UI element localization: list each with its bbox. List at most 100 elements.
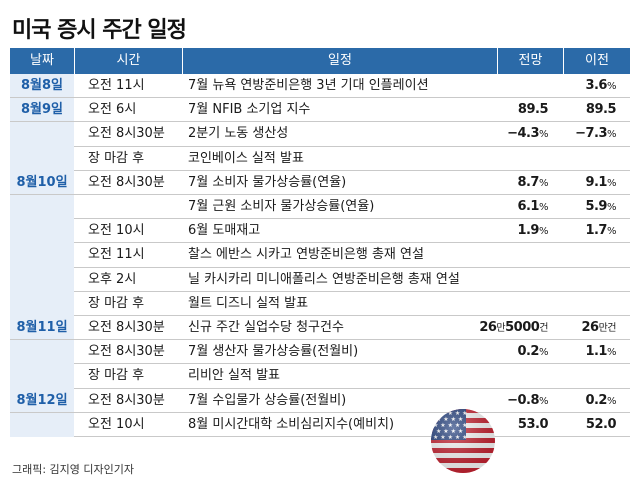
row-previous-value: 1.1: [585, 344, 607, 360]
row-event: 8월 미시간대학 소비심리지수(예비치): [188, 416, 395, 432]
row-previous-value: 1.7: [585, 223, 607, 239]
header-previous: 이전: [585, 53, 609, 68]
row-previous: 26만건: [582, 317, 617, 339]
row-forecast-unit: %: [538, 347, 549, 359]
row-previous-unit: %: [606, 226, 617, 238]
row-event: 7월 뉴욕 연방준비은행 3년 기대 인플레이션: [188, 78, 429, 93]
row-previous: 9.1%: [585, 172, 616, 194]
row-previous: 3.6%: [585, 75, 616, 97]
row-divider: [74, 145, 630, 147]
row-event: 7월 NFIB 소기업 지수: [188, 102, 311, 118]
row-time: 오전 10시: [88, 416, 145, 432]
row-forecast-unit: %: [538, 395, 549, 407]
row-previous-value: 9.1: [585, 174, 607, 190]
page-title: 미국 증시 주간 일정: [12, 18, 187, 43]
row-divider: [74, 436, 630, 437]
row-forecast: 0.2%: [517, 341, 548, 363]
row-forecast: 8.7%: [517, 172, 548, 194]
row-divider: [10, 97, 630, 99]
row-previous-unit: %: [606, 347, 617, 359]
row-event: 월트 디즈니 실적 발표: [188, 295, 309, 311]
date-column-background: [10, 74, 74, 437]
table-header: 날짜 시간 일정 전망 이전: [10, 48, 630, 74]
row-previous-unit: %: [606, 129, 617, 141]
row-event: 6월 도매재고: [188, 223, 261, 239]
row-previous-unit: %: [606, 81, 617, 92]
row-forecast-value: 89.5: [517, 102, 549, 118]
row-divider: [10, 411, 630, 413]
row-event: 7월 근원 소비자 물가상승률(연율): [188, 199, 375, 214]
row-divider: [74, 387, 630, 389]
row-time: 오전 8시30분: [88, 174, 165, 190]
row-event: 찰스 에반스 시카고 연방준비은행 총재 연설: [188, 247, 424, 263]
row-time: 오전 10시: [88, 223, 145, 239]
row-event: 리비안 실적 발표: [188, 368, 280, 384]
row-forecast-unit: %: [538, 202, 549, 213]
row-forecast: 53.0: [517, 414, 549, 436]
header-time: 시간: [116, 53, 141, 68]
header-event: 일정: [328, 53, 352, 68]
row-time: 오전 8시30분: [88, 126, 165, 142]
row-divider: [74, 363, 630, 365]
row-date: 8월9일: [20, 102, 63, 118]
row-divider: [10, 194, 630, 195]
row-event: 2분기 노동 생산성: [188, 126, 289, 142]
row-forecast-mid: 만: [496, 323, 506, 334]
row-time: 오전 11시: [88, 78, 145, 93]
row-forecast-unit: %: [538, 177, 549, 189]
credit-text: 그래픽: 김지영 디자인기자: [12, 463, 135, 476]
row-divider: [74, 290, 630, 292]
row-time: 오전 11시: [88, 247, 145, 263]
row-event: 닐 카시카리 미니애폴리스 연방준비은행 총재 연설: [188, 271, 460, 287]
row-forecast-unit: %: [538, 129, 549, 141]
row-previous-unit: %: [606, 395, 617, 407]
row-forecast-value: 26: [479, 320, 497, 335]
row-divider: [10, 121, 630, 123]
row-previous: 0.2%: [585, 390, 616, 412]
row-forecast: −4.3%: [507, 123, 548, 145]
row-previous: 89.5: [585, 99, 617, 121]
row-previous: 52.0: [585, 414, 617, 436]
row-divider: [74, 315, 630, 316]
row-previous: −7.3%: [575, 123, 616, 145]
row-time: 장 마감 후: [88, 150, 145, 166]
header-forecast: 전망: [518, 53, 543, 68]
row-forecast: −0.8%: [507, 390, 548, 412]
row-previous-value: 26: [581, 320, 600, 335]
row-forecast: 89.5: [517, 99, 549, 121]
row-previous: 5.9%: [585, 196, 616, 218]
row-previous: 1.7%: [585, 220, 616, 242]
row-forecast-value: −0.8: [507, 392, 539, 408]
row-date: 8월10일: [16, 174, 68, 190]
row-forecast-num2: 5000: [505, 320, 540, 335]
row-divider: [74, 218, 630, 220]
row-forecast-unit: 건: [539, 323, 548, 334]
row-forecast-unit: %: [538, 226, 549, 238]
row-previous-value: 52.0: [585, 416, 617, 432]
row-forecast-value: 0.2: [517, 344, 539, 360]
us-flag-globe-icon: ★ ★ ★ ★ ★ ★ ★ ★ ★ ★ ★ ★ ★ ★ ★ ★ ★ ★ ★ ★ …: [431, 409, 495, 473]
row-previous-unit: 만건: [598, 323, 617, 334]
row-date: 8월8일: [20, 78, 63, 93]
row-previous: 1.1%: [585, 341, 616, 363]
row-event: 코인베이스 실적 발표: [188, 150, 304, 166]
row-forecast-value: 6.1: [517, 199, 539, 214]
row-previous-value: −7.3: [575, 126, 607, 142]
row-previous-value: 89.5: [585, 102, 617, 118]
row-time: 장 마감 후: [88, 295, 145, 311]
row-event: 7월 수입물가 상승률(전월비): [188, 392, 347, 408]
row-forecast-value: 53.0: [517, 416, 549, 432]
row-previous-value: 5.9: [585, 199, 607, 214]
row-previous-value: 0.2: [585, 392, 607, 408]
row-event: 7월 생산자 물가상승률(전월비): [188, 344, 359, 360]
row-previous-value: 3.6: [585, 78, 607, 93]
row-divider: [74, 169, 630, 171]
row-event: 7월 소비자 물가상승률(연율): [188, 174, 347, 190]
row-forecast-value: 8.7: [517, 174, 539, 190]
row-time: 오전 8시30분: [88, 392, 165, 408]
row-previous-unit: %: [606, 177, 617, 189]
row-time: 오후 2시: [88, 271, 137, 287]
row-divider: [10, 339, 630, 341]
row-divider: [74, 242, 630, 244]
row-time: 오전 8시30분: [88, 344, 165, 360]
